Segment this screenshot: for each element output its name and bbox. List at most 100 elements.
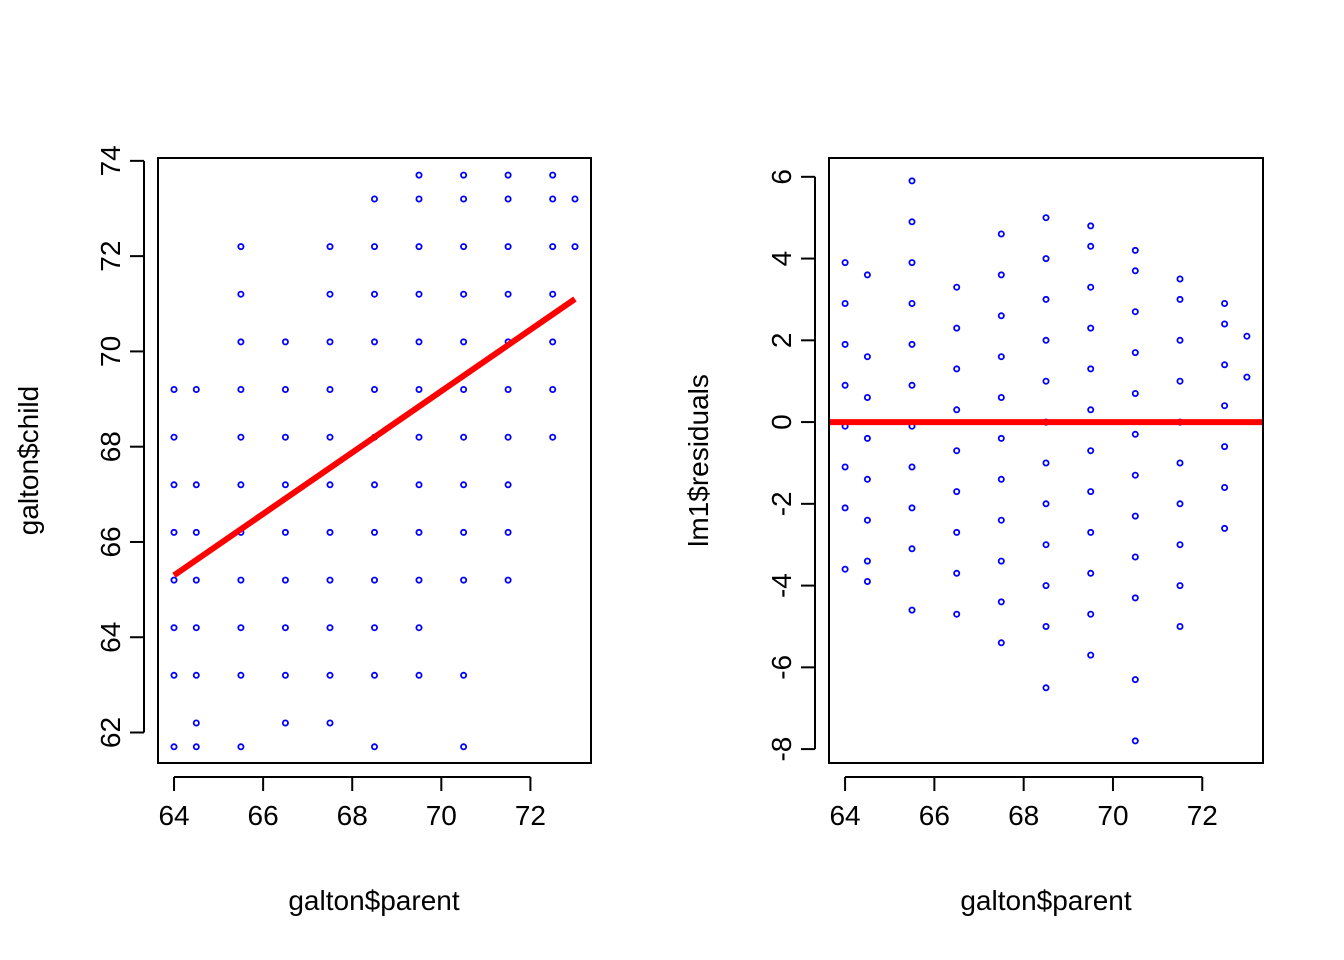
data-point bbox=[908, 545, 916, 553]
data-point bbox=[1131, 389, 1139, 397]
data-point bbox=[908, 177, 916, 185]
plot-frame bbox=[828, 157, 1264, 764]
y-tick-label: 0 bbox=[766, 414, 797, 430]
data-point bbox=[549, 338, 557, 346]
data-point bbox=[1087, 610, 1095, 618]
data-point bbox=[1221, 402, 1229, 410]
data-point bbox=[908, 218, 916, 226]
data-point bbox=[504, 481, 512, 489]
data-point bbox=[549, 433, 557, 441]
data-point bbox=[415, 385, 423, 393]
data-point bbox=[953, 528, 961, 536]
data-point bbox=[504, 385, 512, 393]
x-tick-label: 64 bbox=[829, 800, 860, 831]
data-point bbox=[460, 290, 468, 298]
data-point bbox=[841, 504, 849, 512]
data-point bbox=[1042, 684, 1050, 692]
data-point bbox=[1087, 447, 1095, 455]
data-point bbox=[908, 463, 916, 471]
data-point bbox=[370, 528, 378, 536]
data-point bbox=[326, 671, 334, 679]
data-point bbox=[1042, 295, 1050, 303]
data-point bbox=[1131, 430, 1139, 438]
data-point bbox=[504, 243, 512, 251]
data-point bbox=[908, 299, 916, 307]
data-point bbox=[1176, 541, 1184, 549]
data-point bbox=[1176, 336, 1184, 344]
data-point bbox=[326, 433, 334, 441]
data-point bbox=[1221, 443, 1229, 451]
x-tick-label: 68 bbox=[337, 800, 368, 831]
y-tick-label: -4 bbox=[766, 573, 797, 598]
data-point bbox=[326, 385, 334, 393]
data-point bbox=[415, 338, 423, 346]
y-tick-label: 70 bbox=[95, 336, 126, 367]
data-point bbox=[460, 671, 468, 679]
y-tick-label: -8 bbox=[766, 737, 797, 762]
data-point bbox=[460, 195, 468, 203]
data-point bbox=[908, 606, 916, 614]
data-point bbox=[1176, 377, 1184, 385]
data-point bbox=[1221, 299, 1229, 307]
x-tick-label: 70 bbox=[1097, 800, 1128, 831]
data-point bbox=[1087, 651, 1095, 659]
data-point bbox=[997, 393, 1005, 401]
x-tick-label: 66 bbox=[919, 800, 950, 831]
y-tick-label: 6 bbox=[766, 169, 797, 185]
data-point bbox=[504, 576, 512, 584]
data-point bbox=[192, 481, 200, 489]
data-point bbox=[1087, 365, 1095, 373]
data-point bbox=[415, 195, 423, 203]
y-tick-label: 66 bbox=[95, 526, 126, 557]
data-point bbox=[841, 299, 849, 307]
data-point bbox=[953, 365, 961, 373]
data-point bbox=[460, 743, 468, 751]
data-point bbox=[997, 434, 1005, 442]
data-point bbox=[571, 195, 579, 203]
data-point bbox=[237, 338, 245, 346]
data-point bbox=[953, 569, 961, 577]
data-point bbox=[1221, 361, 1229, 369]
data-point bbox=[997, 516, 1005, 524]
data-point bbox=[953, 488, 961, 496]
data-point bbox=[370, 671, 378, 679]
data-point bbox=[326, 481, 334, 489]
y-tick-label: 72 bbox=[95, 241, 126, 272]
data-point bbox=[1131, 676, 1139, 684]
data-point bbox=[953, 324, 961, 332]
data-point bbox=[460, 481, 468, 489]
data-point bbox=[237, 290, 245, 298]
data-point bbox=[460, 576, 468, 584]
x-tick-label: 68 bbox=[1008, 800, 1039, 831]
data-point bbox=[1131, 471, 1139, 479]
x-tick-label: 64 bbox=[158, 800, 189, 831]
data-point bbox=[192, 624, 200, 632]
data-point bbox=[1176, 459, 1184, 467]
data-point bbox=[1176, 500, 1184, 508]
data-point bbox=[415, 528, 423, 536]
data-point bbox=[460, 171, 468, 179]
data-point bbox=[370, 290, 378, 298]
data-point bbox=[997, 475, 1005, 483]
data-point bbox=[415, 576, 423, 584]
data-point bbox=[549, 195, 557, 203]
data-point bbox=[908, 381, 916, 389]
data-point bbox=[1243, 332, 1251, 340]
data-point bbox=[192, 528, 200, 536]
data-point bbox=[281, 671, 289, 679]
y-axis-label: lm1$residuals bbox=[683, 374, 714, 547]
data-point bbox=[953, 447, 961, 455]
data-point bbox=[415, 243, 423, 251]
data-point bbox=[281, 719, 289, 727]
data-point bbox=[1131, 308, 1139, 316]
data-point bbox=[192, 719, 200, 727]
data-point bbox=[504, 433, 512, 441]
data-point bbox=[370, 743, 378, 751]
data-point bbox=[549, 243, 557, 251]
data-point bbox=[1176, 582, 1184, 590]
parent-vs-child-panel: 64 66 68 70 72 62 64 66 68 70 72 74 galton$parent g… bbox=[13, 145, 592, 916]
data-point bbox=[170, 385, 178, 393]
data-point bbox=[460, 338, 468, 346]
